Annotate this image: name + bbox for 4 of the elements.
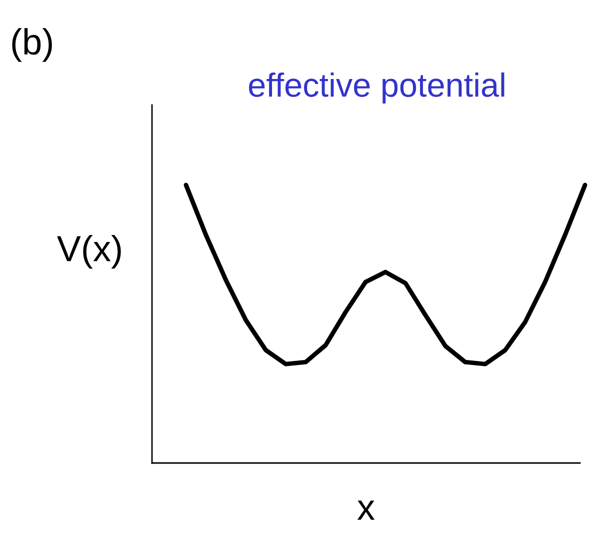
y-axis-title: V(x) bbox=[57, 234, 121, 269]
x-axis-title: x bbox=[357, 500, 375, 520]
chart-title: effective potential bbox=[249, 72, 504, 104]
text: (b) bbox=[12, 28, 52, 62]
